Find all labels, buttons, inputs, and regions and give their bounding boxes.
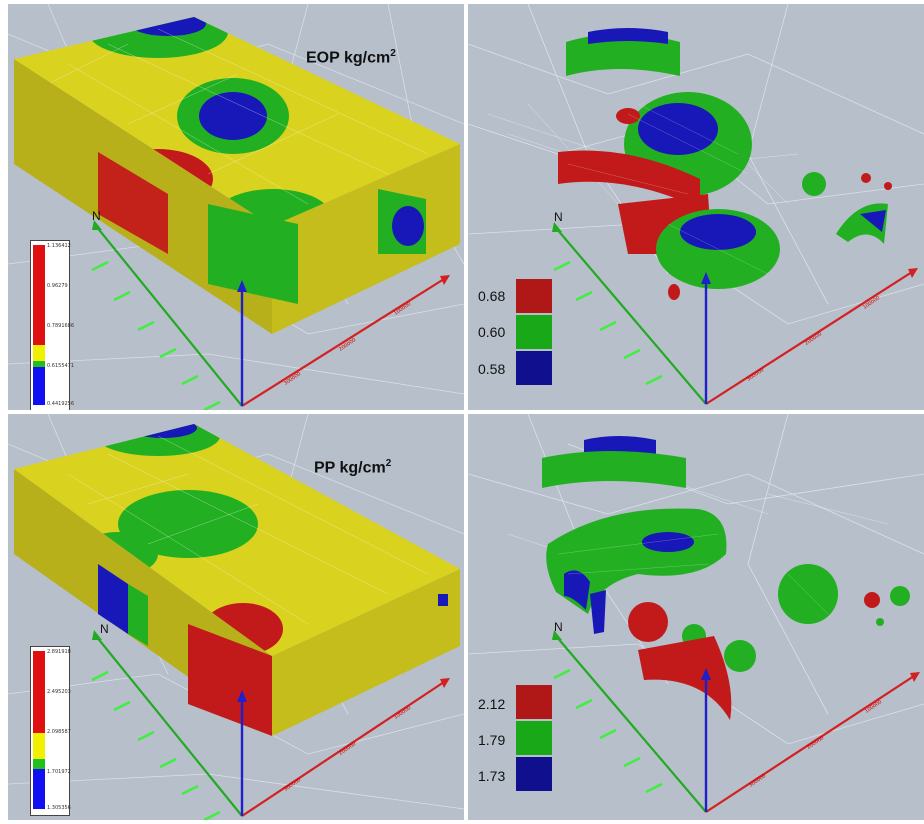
axes: [91, 220, 450, 410]
legend-swatch: [516, 757, 552, 791]
legend-value: 2.12: [478, 696, 506, 712]
colorbar-tick: 2.891918: [47, 649, 71, 655]
colorbar-tick: 0.4419256: [47, 401, 75, 407]
legend-swatch: [516, 315, 552, 349]
colorbar-tick: 2.098587: [47, 729, 71, 735]
north-label: N: [100, 622, 109, 636]
axes: [552, 222, 918, 405]
colorbar-tick: 1.701972: [47, 769, 71, 775]
eop-iso-panel: N 0.68 0.60 0.58 300000 200000 100000: [468, 4, 924, 410]
colorbar-tick: 2.495203: [47, 689, 71, 695]
colorbar-tick: 0.96279: [47, 283, 68, 289]
eop-block-svg: [8, 4, 464, 410]
legend-value: 1.79: [478, 732, 506, 748]
legend-value: 0.68: [478, 288, 506, 304]
colorbar-tick: 0.6155471: [47, 363, 75, 369]
colorbar-tick: 1.136412: [47, 243, 71, 249]
legend-swatch: [516, 685, 552, 719]
legend-value: 0.58: [478, 361, 506, 377]
pp-colorbar: 2.891918 2.495203 2.098587 1.701972 1.30…: [30, 646, 71, 816]
eop-iso-svg: [468, 4, 924, 405]
north-label: N: [554, 210, 563, 224]
eop-colorbar: 1.136412 0.96279 0.7891686 0.6155471 0.4…: [30, 240, 74, 410]
legend-swatch: [516, 721, 552, 755]
axes: [91, 630, 450, 820]
legend-value: 0.60: [478, 324, 506, 340]
legend-swatch: [516, 279, 552, 313]
block-right-face: [272, 144, 460, 334]
axes: [552, 630, 920, 813]
colorbar-tick: 0.7891686: [47, 323, 75, 329]
legend-swatch: [516, 351, 552, 385]
pp-block-svg: [8, 414, 464, 820]
north-label: N: [554, 620, 563, 634]
pp-iso-panel: N 2.12 1.79 1.73 300000 200000 100000: [468, 414, 924, 820]
eop-block-panel: EOP kg/cm2 N 1.136412 0.96279 0.7891686 …: [8, 4, 464, 410]
colorbar-tick: 1.305356: [47, 805, 71, 811]
pp-iso-svg: [468, 414, 924, 813]
legend-value: 1.73: [478, 768, 506, 784]
block-right-face: [272, 569, 460, 736]
pp-block-panel: PP kg/cm2 N 2.891918 2.495203 2.098587 1…: [8, 414, 464, 820]
eop-title: EOP kg/cm2: [306, 48, 396, 67]
pp-title: PP kg/cm2: [314, 458, 392, 477]
north-label: N: [92, 209, 101, 223]
